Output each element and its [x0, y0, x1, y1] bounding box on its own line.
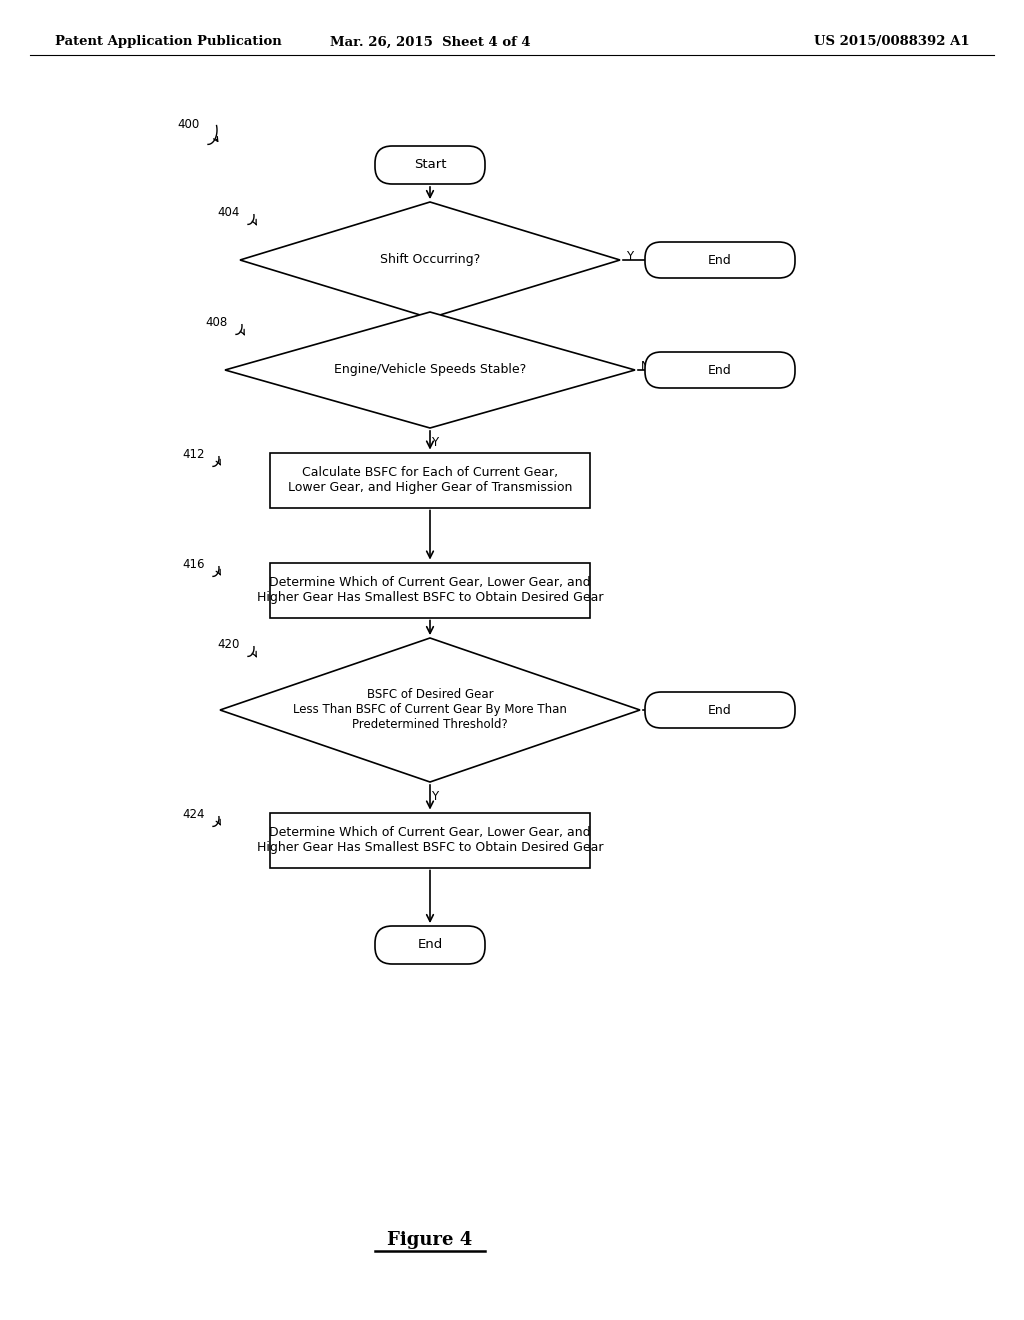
Bar — [270, 562, 590, 618]
Text: Figure 4: Figure 4 — [387, 1232, 473, 1249]
Text: BSFC of Desired Gear
Less Than BSFC of Current Gear By More Than
Predetermined T: BSFC of Desired Gear Less Than BSFC of C… — [293, 689, 567, 731]
Text: 412: 412 — [182, 449, 205, 462]
FancyBboxPatch shape — [645, 692, 795, 729]
Text: End: End — [709, 704, 732, 717]
Text: 404: 404 — [218, 206, 240, 219]
Bar — [270, 813, 590, 867]
Text: Determine Which of Current Gear, Lower Gear, and
Higher Gear Has Smallest BSFC t: Determine Which of Current Gear, Lower G… — [257, 576, 603, 605]
Text: N: N — [646, 700, 654, 713]
Text: Determine Which of Current Gear, Lower Gear, and
Higher Gear Has Smallest BSFC t: Determine Which of Current Gear, Lower G… — [257, 826, 603, 854]
Text: 424: 424 — [182, 808, 205, 821]
Text: 420: 420 — [218, 639, 240, 652]
Text: Patent Application Publication: Patent Application Publication — [55, 36, 282, 49]
Text: N: N — [641, 359, 650, 372]
Text: Y: Y — [431, 436, 438, 449]
Polygon shape — [225, 312, 635, 428]
Text: 400: 400 — [178, 119, 200, 132]
FancyBboxPatch shape — [645, 352, 795, 388]
FancyBboxPatch shape — [375, 927, 485, 964]
Text: Engine/Vehicle Speeds Stable?: Engine/Vehicle Speeds Stable? — [334, 363, 526, 376]
Text: US 2015/0088392 A1: US 2015/0088392 A1 — [814, 36, 970, 49]
Text: 416: 416 — [182, 558, 205, 572]
Polygon shape — [220, 638, 640, 781]
Text: Calculate BSFC for Each of Current Gear,
Lower Gear, and Higher Gear of Transmis: Calculate BSFC for Each of Current Gear,… — [288, 466, 572, 494]
Text: End: End — [418, 939, 442, 952]
Text: Y: Y — [626, 249, 633, 263]
FancyBboxPatch shape — [375, 147, 485, 183]
Text: Shift Occurring?: Shift Occurring? — [380, 253, 480, 267]
Text: Y: Y — [431, 789, 438, 803]
Text: 408: 408 — [206, 315, 228, 329]
FancyBboxPatch shape — [645, 242, 795, 279]
Text: Mar. 26, 2015  Sheet 4 of 4: Mar. 26, 2015 Sheet 4 of 4 — [330, 36, 530, 49]
Bar — [270, 453, 590, 507]
Text: End: End — [709, 363, 732, 376]
Text: N: N — [431, 326, 439, 339]
Text: End: End — [709, 253, 732, 267]
Text: Start: Start — [414, 158, 446, 172]
Polygon shape — [240, 202, 620, 318]
